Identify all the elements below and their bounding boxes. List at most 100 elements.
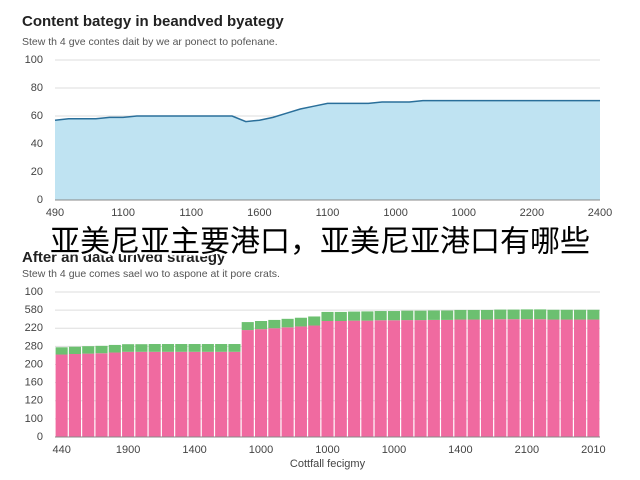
bar-segment [401, 320, 414, 437]
bar-segment [494, 319, 507, 437]
bar-segment [268, 328, 281, 437]
x-tick-label: 1900 [116, 444, 140, 456]
bar-segment [82, 353, 95, 437]
bar-segment [108, 344, 121, 353]
y-tick-label: 100 [25, 54, 43, 66]
bar-segment [68, 346, 81, 354]
bar-segment [574, 309, 587, 320]
x-tick-label: 1000 [383, 207, 407, 219]
bar-segment [201, 344, 214, 352]
bar-segment [161, 344, 175, 352]
bar-segment [228, 351, 241, 437]
bar-segment [547, 309, 560, 320]
bar-segment [294, 326, 307, 437]
bar-segment [241, 322, 254, 331]
y-tick-label: 200 [25, 358, 43, 370]
bar-segment [308, 316, 321, 326]
bar-segment [68, 353, 81, 437]
x-tick-label: 490 [46, 207, 64, 219]
x-tick-label: 1100 [179, 207, 203, 219]
bar-segment [361, 320, 374, 437]
x-tick-label: 1600 [247, 207, 271, 219]
bar-segment [427, 319, 440, 437]
bar-segment [82, 346, 95, 354]
bar-segment [308, 325, 321, 437]
bar-segment [188, 351, 201, 437]
y-tick-label: 120 [25, 395, 43, 407]
x-tick-label: 440 [52, 444, 70, 456]
bar-segment [387, 311, 401, 321]
bar-segment [254, 329, 268, 437]
bar-segment [374, 311, 387, 321]
bar-segment [334, 311, 347, 321]
bar-segment [108, 352, 121, 437]
bar-segment [454, 309, 467, 320]
bar-segment [281, 327, 294, 437]
caption-overlay: 亚美尼亚主要港口，亚美尼亚港口有哪些 [50, 225, 590, 260]
bar-segment [507, 319, 520, 437]
x-tick-label: 1000 [249, 444, 273, 456]
bar-segment [228, 344, 241, 352]
y-tick-label: 40 [31, 138, 43, 150]
x-tick-label: 2010 [581, 444, 605, 456]
line [54, 99, 600, 123]
y-tick-label: 60 [31, 110, 43, 122]
y-tick-label: 20 [31, 166, 43, 178]
bar-segment [414, 310, 427, 321]
bar-segment [441, 310, 454, 320]
bar-segment [374, 320, 387, 437]
bar-segment [175, 351, 188, 437]
bar-segment [268, 319, 281, 329]
bar-segment [507, 309, 520, 320]
bar-segment [454, 319, 467, 437]
bar-segment [547, 319, 560, 437]
bar-segment [467, 309, 480, 320]
bar-segment [135, 344, 148, 352]
y-tick-label: 80 [31, 82, 43, 94]
chart-subtitle: Stew th 4 gve contes dait by we ar ponec… [22, 36, 278, 48]
bar-segment [161, 351, 175, 437]
bar-segment [188, 344, 201, 352]
bar-segment [148, 351, 161, 437]
x-tick-label: 1000 [382, 444, 406, 456]
chart-subtitle: Stew th 4 gue comes sael wo to aspone at… [22, 268, 280, 280]
bar-segment [467, 319, 480, 437]
bar-segment [348, 320, 361, 437]
bar-segment [534, 309, 547, 320]
y-tick-label: 280 [25, 340, 43, 352]
bar-segment [520, 319, 533, 437]
area [55, 100, 600, 200]
bar-segment [95, 345, 108, 354]
x-tick-label: 1400 [182, 444, 206, 456]
x-tick-label: 1100 [111, 207, 135, 219]
bar-segment [520, 309, 533, 320]
y-tick-label: 100 [25, 413, 43, 425]
chart-title: After an data urived strategy [22, 249, 226, 266]
x-tick-label: 2100 [515, 444, 539, 456]
x-tick-label: 1400 [448, 444, 472, 456]
bar-segment [201, 351, 214, 437]
bar-segment [215, 351, 228, 437]
bar-segment [294, 317, 307, 327]
bar-segment [321, 321, 334, 437]
bar-segment [334, 321, 347, 437]
y-tick-label: 580 [25, 304, 43, 316]
bar-segment [122, 351, 135, 437]
bar-segment [215, 344, 228, 352]
bar-segment [387, 320, 401, 437]
bar-segment [441, 319, 454, 437]
bar-segment [321, 311, 334, 321]
bar-segment [574, 319, 587, 437]
y-tick-label: 0 [37, 194, 43, 206]
bar-segment [414, 320, 427, 437]
bar-segment [348, 311, 361, 321]
bar-segment [55, 347, 68, 355]
bar-segment [480, 319, 494, 437]
bar-segment [401, 310, 414, 321]
x-tick-label: 2400 [588, 207, 612, 219]
bar-segment [55, 354, 68, 437]
x-tick-label: 1100 [316, 207, 340, 219]
bar-segment [560, 309, 573, 320]
bar-segment [361, 311, 374, 321]
